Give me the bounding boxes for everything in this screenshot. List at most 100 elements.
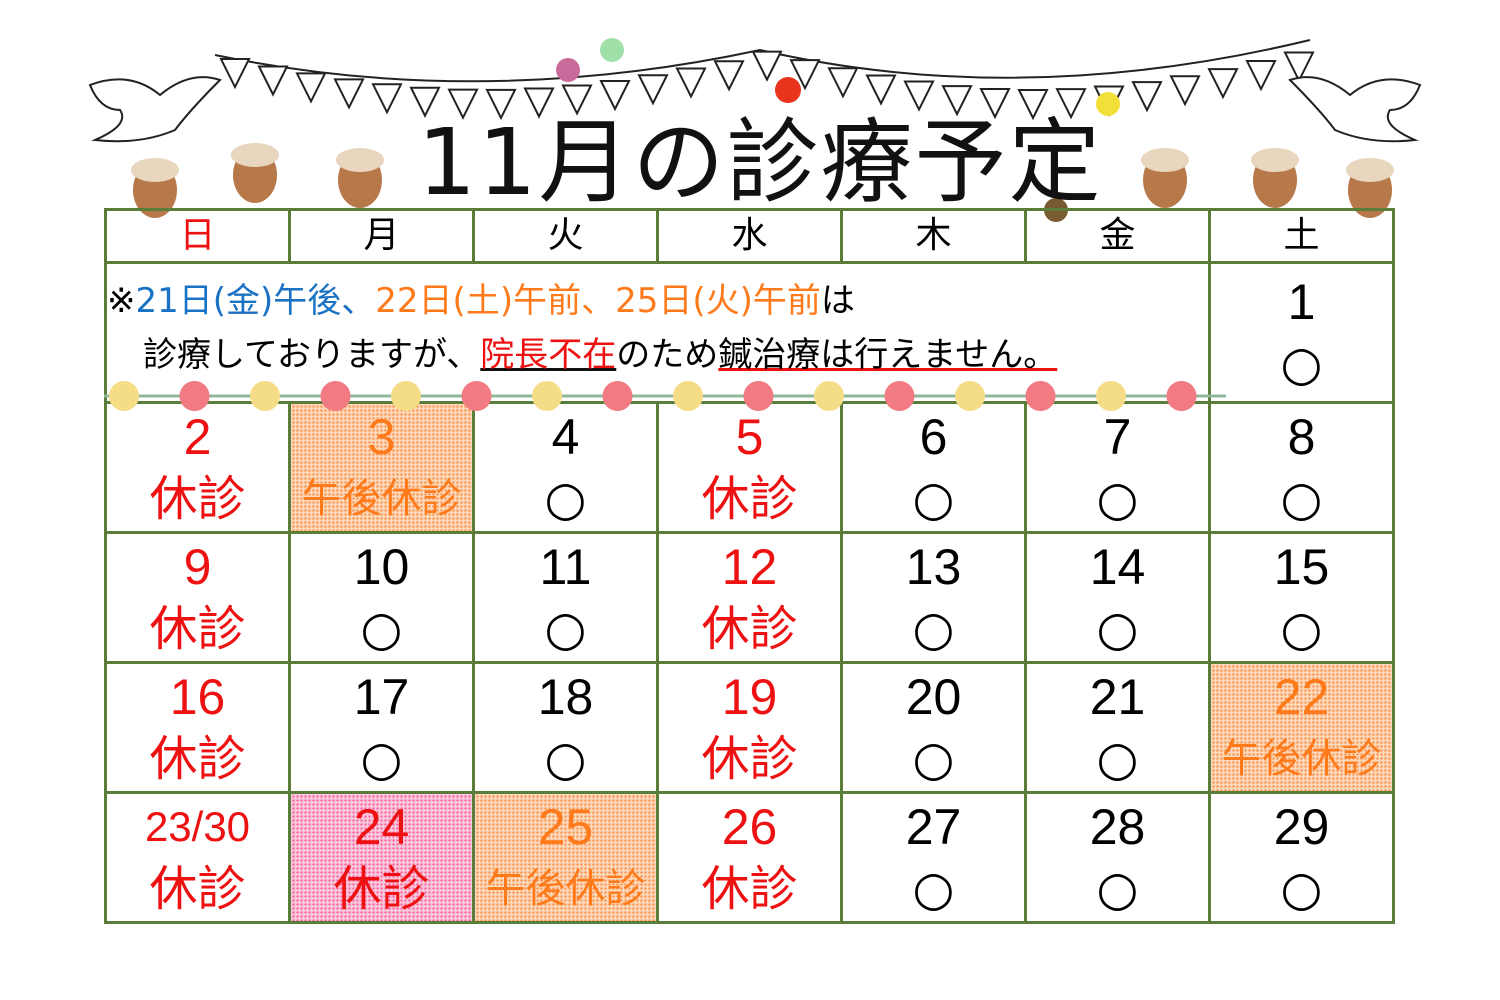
day-status: ○ bbox=[1280, 600, 1323, 657]
day-number: 11 bbox=[539, 538, 592, 595]
week-row: 2 休診 3 午後休診 4 ○ 5 休診 6 ○ 7 ○ 8 ○ bbox=[104, 401, 1395, 534]
day-cell: 23/30 休診 bbox=[104, 791, 291, 924]
bunting-flag bbox=[1017, 88, 1049, 121]
heart-icons bbox=[556, 38, 1120, 222]
bunting-flag bbox=[371, 83, 403, 115]
notice-text: 診療しておりますが、 bbox=[143, 335, 481, 375]
day-status: 休診 bbox=[701, 600, 798, 657]
bunting-flag bbox=[295, 72, 327, 104]
day-status: ○ bbox=[360, 730, 403, 787]
day-status: ○ bbox=[912, 860, 955, 917]
bunting-flag bbox=[751, 50, 783, 82]
flower-icon bbox=[743, 381, 774, 411]
bunting-flag bbox=[1245, 60, 1277, 92]
day-cell: 16 休診 bbox=[104, 661, 291, 794]
day-status: ○ bbox=[1096, 730, 1139, 787]
flower-icon bbox=[673, 381, 703, 411]
notice-text: は bbox=[820, 281, 855, 321]
dove-right-icon bbox=[1288, 76, 1422, 143]
day-cell: 13 ○ bbox=[840, 531, 1027, 664]
week-row: 9 休診 10 ○ 11 ○ 12 休診 13 ○ 14 ○ 15 ○ bbox=[104, 531, 1395, 664]
day-number: 25 bbox=[537, 798, 594, 855]
notice-row: ※21日(金)午後、22日(土)午前、25日(火)午前は 診療しておりますが、院… bbox=[104, 261, 1395, 404]
page-title: 11月の診療予定 bbox=[417, 109, 1103, 216]
bunting-flag bbox=[1283, 51, 1315, 83]
flower-icon bbox=[391, 381, 421, 411]
day-cell: 28 ○ bbox=[1024, 791, 1211, 924]
day-cell: 12 休診 bbox=[656, 531, 843, 664]
day-cell: 9 休診 bbox=[104, 531, 291, 664]
bunting-flag bbox=[1055, 88, 1087, 120]
flower-icon bbox=[955, 381, 985, 411]
notice-acupuncture: 鍼治療は行えません。 bbox=[718, 335, 1058, 375]
bunting-flag bbox=[1131, 81, 1163, 113]
day-number: 16 bbox=[169, 668, 226, 725]
notice-date-orange: 22日(土)午前、25日(火)午前 bbox=[375, 281, 821, 321]
day-cell: 3 午後休診 bbox=[288, 401, 475, 534]
day-number: 14 bbox=[1089, 538, 1146, 595]
day-cell: 4 ○ bbox=[472, 401, 659, 534]
day-status: ○ bbox=[1096, 600, 1139, 657]
day-status: ○ bbox=[912, 470, 955, 527]
day-cell: 26 休診 bbox=[656, 791, 843, 924]
day-cell: 7 ○ bbox=[1024, 401, 1211, 534]
day-cell: 19 休診 bbox=[656, 661, 843, 794]
acorn-icons bbox=[131, 143, 1394, 218]
day-number: 13 bbox=[905, 538, 962, 595]
notice-mark: ※ bbox=[107, 281, 136, 321]
flower-icon bbox=[250, 381, 280, 411]
day-cell: 2 休診 bbox=[104, 401, 291, 534]
bunting-flag bbox=[1169, 75, 1201, 107]
bunting-flag bbox=[827, 67, 859, 99]
notice-text: のため bbox=[616, 335, 719, 375]
day-status: 休診 bbox=[149, 860, 246, 917]
day-cell: 18 ○ bbox=[472, 661, 659, 794]
day-number: 18 bbox=[537, 668, 594, 725]
weekday-5: 金 bbox=[1024, 208, 1211, 264]
bunting-flag bbox=[333, 78, 365, 110]
day-status: ○ bbox=[360, 600, 403, 657]
weekday-header-row: 日月火水木金土 bbox=[104, 208, 1395, 264]
day-cell: 15 ○ bbox=[1208, 531, 1395, 664]
flower-icon bbox=[320, 381, 351, 411]
bunting-flag bbox=[979, 87, 1011, 120]
day-status: ○ bbox=[912, 600, 955, 657]
day-number: 7 bbox=[1103, 408, 1132, 465]
flower-icon bbox=[1096, 381, 1126, 411]
day-number: 27 bbox=[905, 798, 962, 855]
weekday-4: 木 bbox=[840, 208, 1027, 264]
day-number: 19 bbox=[721, 668, 778, 725]
flower-icon bbox=[179, 381, 210, 411]
flower-icon bbox=[461, 381, 492, 411]
bunting-flag bbox=[599, 79, 631, 112]
day-number: 4 bbox=[551, 408, 580, 465]
day-cell: 22 午後休診 bbox=[1208, 661, 1395, 794]
bunting-flag bbox=[789, 59, 821, 91]
day-number: 2 bbox=[183, 408, 212, 465]
bunting-flag bbox=[637, 74, 669, 106]
day-number: 1 bbox=[1287, 273, 1316, 330]
day-status: ○ bbox=[544, 600, 587, 657]
day-status: 午後休診 bbox=[485, 865, 646, 912]
day-status: 休診 bbox=[149, 470, 246, 527]
day-status: 午後休診 bbox=[1221, 735, 1382, 782]
calendar-table: 日月火水木金土 ※21日(金)午後、22日(土)午前、25日(火)午前は 診療し… bbox=[104, 208, 1395, 924]
flower-icon bbox=[1166, 381, 1197, 411]
day-cell: 5 休診 bbox=[656, 401, 843, 534]
weekday-1: 月 bbox=[288, 208, 475, 264]
weekday-3: 水 bbox=[656, 208, 843, 264]
day-number: 17 bbox=[353, 668, 410, 725]
day-cell: 24 休診 bbox=[288, 791, 475, 924]
day-number: 3 bbox=[367, 408, 396, 465]
bunting-flag bbox=[561, 84, 593, 116]
bunting-flag bbox=[713, 60, 745, 92]
day-number: 28 bbox=[1089, 798, 1146, 855]
day-number: 22 bbox=[1273, 668, 1330, 725]
notice-director-absent: 院長不在 bbox=[480, 335, 617, 375]
week-row: 16 休診 17 ○ 18 ○ 19 休診 20 ○ 21 ○ 22 午後休診 bbox=[104, 661, 1395, 794]
bunting-flag bbox=[941, 85, 973, 117]
day-cell: 25 午後休診 bbox=[472, 791, 659, 924]
notice-date-blue: 21日(金)午後、 bbox=[135, 281, 376, 321]
day-status: 午後休診 bbox=[301, 475, 462, 522]
day-status: 休診 bbox=[701, 730, 798, 787]
